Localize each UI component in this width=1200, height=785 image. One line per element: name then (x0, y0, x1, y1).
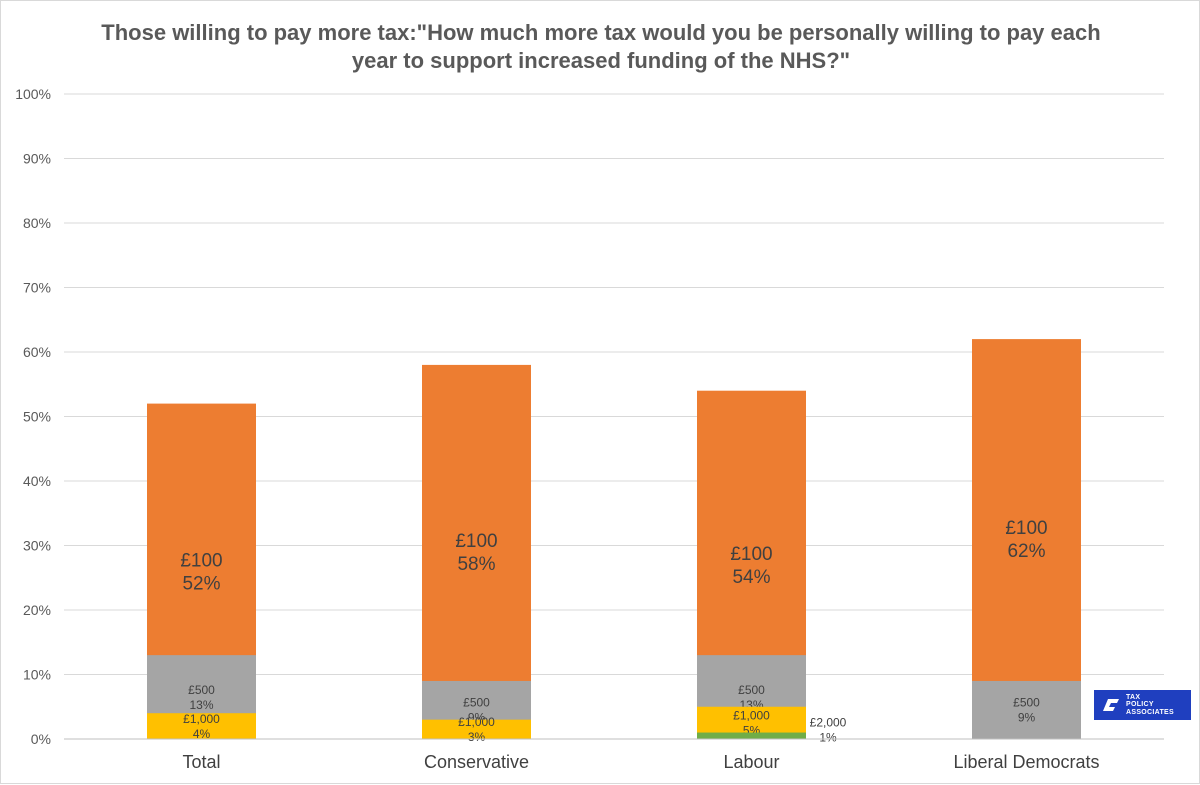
data-label: 9% (1018, 711, 1036, 725)
data-label: £1,000 (458, 715, 495, 729)
chart-title: Those willing to pay more tax:"How much … (101, 20, 1101, 73)
data-label: £1,000 (733, 709, 770, 723)
bar-segment (972, 339, 1081, 739)
data-label: 4% (193, 727, 211, 741)
data-label: £1,000 (183, 712, 220, 726)
data-label: 62% (1007, 541, 1045, 562)
data-label: £500 (463, 696, 490, 710)
data-label: £100 (730, 544, 772, 565)
y-tick-label: 30% (23, 538, 51, 554)
data-label: 13% (189, 698, 213, 712)
y-tick-label: 50% (23, 409, 51, 425)
logo-line-2: POLICY (1126, 701, 1154, 709)
y-tick-label: 70% (23, 280, 51, 296)
bar-segment (422, 364, 531, 739)
y-tick-label: 80% (23, 215, 51, 231)
y-tick-label: 60% (23, 344, 51, 360)
bar-segment (422, 719, 531, 739)
data-label: £500 (1013, 696, 1040, 710)
data-label: 52% (182, 573, 220, 594)
data-label: 3% (468, 730, 486, 744)
x-tick-label: Conservative (424, 752, 529, 772)
y-tick-label: 90% (23, 151, 51, 167)
y-tick-label: 10% (23, 667, 51, 683)
tax-policy-associates-logo: TAX POLICY ASSOCIATES (1094, 690, 1191, 720)
data-label: £2,000 (810, 716, 847, 730)
x-tick-label: Liberal Democrats (953, 752, 1099, 772)
logo-text: TAX POLICY ASSOCIATES (1126, 694, 1174, 717)
y-tick-label: 20% (23, 602, 51, 618)
logo-line-3: ASSOCIATES (1126, 708, 1174, 716)
y-tick-label: 0% (31, 731, 51, 747)
data-label: 58% (457, 554, 495, 575)
y-tick-label: 40% (23, 473, 51, 489)
data-label: £500 (738, 683, 765, 697)
data-label: £500 (188, 683, 215, 697)
x-tick-label: Labour (723, 752, 779, 772)
bar-segment (147, 713, 256, 739)
bar-segment (697, 732, 806, 739)
y-tick-label: 100% (15, 86, 51, 102)
logo-mark-icon (1103, 699, 1119, 711)
data-label: £100 (180, 550, 222, 571)
data-label: 1% (819, 731, 837, 745)
data-label: £100 (455, 531, 497, 552)
bar-segment (972, 680, 1081, 739)
data-label: 54% (732, 567, 770, 588)
x-tick-label: Total (182, 752, 220, 772)
logo-line-1: TAX (1126, 693, 1141, 701)
data-label: £100 (1005, 518, 1047, 539)
